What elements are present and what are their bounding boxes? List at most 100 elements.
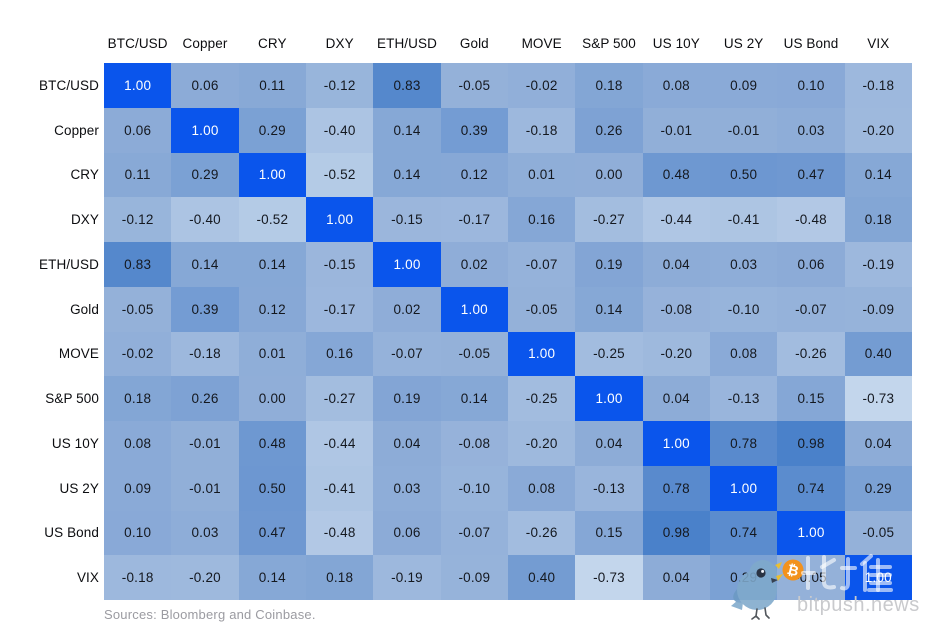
heatmap-cell: 0.16 (306, 331, 374, 377)
column-header: Copper (182, 35, 228, 51)
row-label: S&P 500 (45, 391, 99, 407)
heatmap-cell: -0.02 (104, 331, 172, 377)
heatmap-cell: 0.83 (373, 63, 441, 108)
heatmap-cell: 0.48 (642, 152, 710, 198)
row-label: US 2Y (59, 480, 99, 496)
heatmap-cell: 0.47 (238, 510, 306, 556)
heatmap-cell: 0.19 (373, 376, 441, 421)
row-label: US Bond (44, 525, 99, 541)
heatmap-cell: 0.04 (642, 376, 710, 421)
heatmap-cell: 0.01 (238, 331, 306, 377)
heatmap-cell: 1.00 (373, 242, 441, 287)
heatmap-cell: 0.12 (440, 152, 508, 198)
column-header: Gold (459, 35, 489, 51)
heatmap-cell: -0.17 (306, 286, 374, 332)
heatmap-cell: 0.39 (440, 107, 508, 153)
heatmap-cell: 1.00 (440, 286, 508, 332)
heatmap-cell: 0.47 (777, 152, 845, 198)
heatmap-cell: 0.10 (777, 63, 845, 108)
heatmap-cell: -0.08 (440, 421, 508, 466)
heatmap-cell: 0.04 (642, 555, 710, 600)
heatmap-cell: 1.00 (642, 421, 710, 466)
heatmap-cell: -0.18 (104, 555, 172, 600)
heatmap-cell: 0.06 (171, 63, 239, 108)
heatmap-cell: 0.78 (710, 421, 778, 466)
heatmap-cell: 0.09 (104, 465, 172, 511)
heatmap-cell: -0.19 (373, 555, 441, 600)
column-header: S&P 500 (582, 35, 636, 51)
row-label: BTC/USD (39, 77, 99, 93)
heatmap-cell: 0.15 (575, 510, 643, 556)
column-header: ETH/USD (377, 35, 437, 51)
heatmap-cell: -0.41 (710, 197, 778, 242)
heatmap-cell: 0.40 (508, 555, 576, 600)
heatmap-cell: -0.48 (777, 197, 845, 242)
row-label: MOVE (58, 346, 99, 362)
heatmap-cell: 0.78 (642, 465, 710, 511)
heatmap-cell: -0.73 (844, 376, 912, 421)
column-header: VIX (867, 35, 890, 51)
column-header: BTC/USD (107, 35, 168, 51)
heatmap-cell: -0.52 (238, 197, 306, 242)
heatmap-cell: 1.00 (238, 152, 306, 198)
heatmap-cell: 0.04 (844, 421, 912, 466)
heatmap-cell: 0.03 (710, 242, 778, 287)
row-label: ETH/USD (39, 256, 99, 272)
heatmap-cell: -0.02 (508, 63, 576, 108)
heatmap-cell: -0.40 (306, 107, 374, 153)
heatmap-cell: -0.15 (306, 242, 374, 287)
heatmap-cell: -0.73 (575, 555, 643, 600)
heatmap-cell: 0.98 (777, 421, 845, 466)
heatmap-cell: 0.11 (238, 63, 306, 108)
heatmap-cell: 0.14 (373, 152, 441, 198)
heatmap-cell: -0.26 (777, 331, 845, 377)
heatmap-cell: 0.08 (642, 63, 710, 108)
heatmap-cell: 0.10 (104, 510, 172, 556)
heatmap-cell: -0.07 (440, 510, 508, 556)
heatmap-cell: 1.00 (508, 331, 576, 377)
heatmap-cell: 0.50 (238, 465, 306, 511)
heatmap-cell: -0.10 (440, 465, 508, 511)
heatmap-cell: 0.02 (373, 286, 441, 332)
heatmap-cell: 1.00 (306, 197, 374, 242)
heatmap-cell: 0.74 (710, 510, 778, 556)
heatmap-cell: -0.05 (777, 555, 845, 600)
heatmap-cell: -0.07 (508, 242, 576, 287)
heatmap-cell: 1.00 (171, 107, 239, 153)
heatmap-cell: 0.14 (440, 376, 508, 421)
heatmap-cell: 0.14 (171, 242, 239, 287)
heatmap-cell: 0.03 (777, 107, 845, 153)
heatmap-cell: 0.06 (104, 107, 172, 153)
row-label: DXY (70, 212, 99, 228)
heatmap-cell: -0.18 (844, 63, 912, 108)
row-labels: BTC/USD Copper CRY DXY ETH/USD Gold MOVE S&P 50… (0, 63, 99, 600)
heatmap-cell: 0.50 (710, 152, 778, 198)
row-label: US 10Y (51, 435, 99, 451)
heatmap-cell: 0.12 (238, 286, 306, 332)
heatmap-cell: -0.12 (306, 63, 374, 108)
heatmap-grid: 1.00 0.06 0.11 -0.12 0.83 -0.05 -0.02 0.18 0.08 0… (104, 63, 912, 600)
heatmap-cell: 0.08 (104, 421, 172, 466)
heatmap-cell: 0.06 (777, 242, 845, 287)
heatmap-cell: -0.01 (710, 107, 778, 153)
heatmap-cell: -0.48 (306, 510, 374, 556)
heatmap-cell: -0.08 (642, 286, 710, 332)
heatmap-cell: 1.00 (575, 376, 643, 421)
heatmap-cell: -0.07 (777, 286, 845, 332)
heatmap-cell: 0.29 (710, 555, 778, 600)
heatmap-cell: 0.00 (575, 152, 643, 198)
heatmap-cell: 0.04 (373, 421, 441, 466)
heatmap-cell: -0.19 (844, 242, 912, 287)
heatmap-cell: 0.40 (844, 331, 912, 377)
heatmap-cell: -0.27 (306, 376, 374, 421)
heatmap-cell: 0.48 (238, 421, 306, 466)
heatmap-cell: -0.13 (575, 465, 643, 511)
column-header: CRY (258, 35, 287, 51)
column-header: MOVE (521, 35, 562, 51)
heatmap-cell: 1.00 (844, 555, 912, 600)
row-label: CRY (70, 167, 99, 183)
heatmap-cell: 0.02 (440, 242, 508, 287)
heatmap-cell: 0.14 (373, 107, 441, 153)
heatmap-cell: 0.83 (104, 242, 172, 287)
column-headers: BTC/USD Copper CRY DXY ETH/USD Gold MOVE S&P 50… (104, 32, 912, 54)
